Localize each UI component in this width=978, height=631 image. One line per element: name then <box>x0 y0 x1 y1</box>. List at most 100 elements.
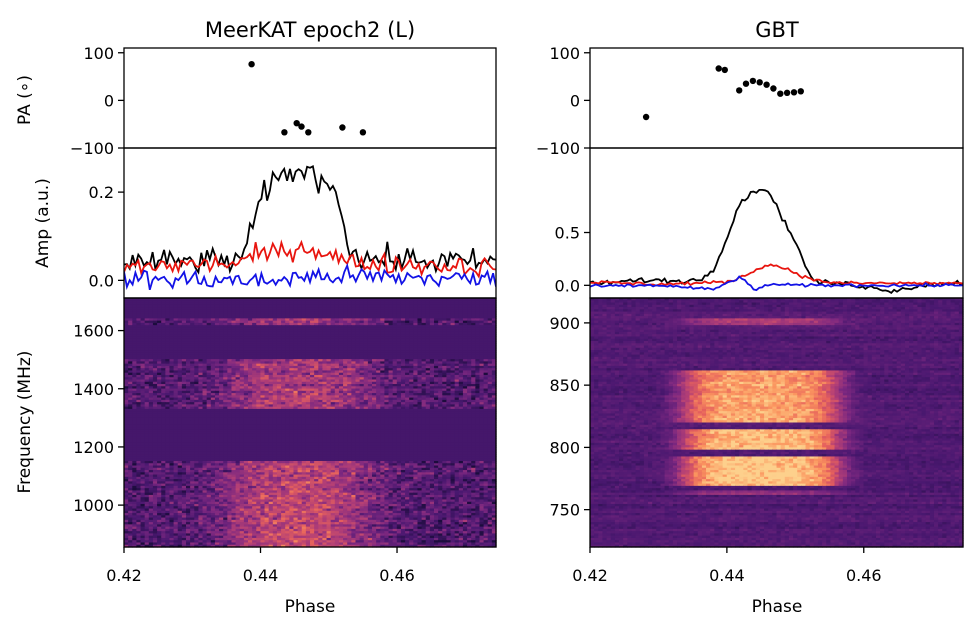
heatmap-cell <box>252 316 257 319</box>
heatmap-cell <box>177 359 183 362</box>
heatmap-cell <box>128 334 133 338</box>
heatmap-cell <box>491 341 497 344</box>
heatmap-cell <box>281 316 286 319</box>
heatmap-cell <box>491 318 497 322</box>
heatmap-cell <box>434 354 439 358</box>
heatmap-cell <box>136 354 142 358</box>
heatmap-cell <box>318 302 323 306</box>
heatmap-cell <box>181 331 187 335</box>
heatmap-cell <box>248 300 253 304</box>
heatmap-cell <box>475 318 481 322</box>
heatmap-cell <box>409 341 414 344</box>
heatmap-cell <box>338 320 344 324</box>
heatmap-cell <box>442 345 447 349</box>
heatmap-cell <box>198 343 204 347</box>
heatmap-cell <box>243 316 249 319</box>
heatmap-cell <box>400 320 406 324</box>
heatmap-cell <box>392 311 398 315</box>
heatmap-cell <box>256 309 261 313</box>
heatmap-cell <box>434 325 439 329</box>
heatmap-cell <box>359 331 365 335</box>
heatmap-cell <box>152 359 158 362</box>
heatmap-cell <box>343 350 348 353</box>
heatmap-cell <box>231 302 237 306</box>
heatmap-cell <box>462 320 468 324</box>
heatmap-cell <box>202 341 208 344</box>
heatmap-cell <box>434 356 439 360</box>
heatmap-cell <box>434 307 439 310</box>
heatmap-cell <box>409 354 414 358</box>
heatmap-cell <box>396 304 402 308</box>
heatmap-cell <box>438 325 443 329</box>
heatmap-cell <box>281 359 286 362</box>
heatmap-cell <box>396 350 402 353</box>
heatmap-cell <box>450 316 456 319</box>
heatmap-cell <box>144 341 150 344</box>
heatmap-cell <box>219 350 224 353</box>
heatmap-cell <box>425 329 431 333</box>
heatmap-cell <box>310 298 315 301</box>
heatmap-cell <box>487 338 493 342</box>
heatmap-cell <box>281 345 286 349</box>
heatmap-cell <box>446 313 452 317</box>
heatmap-cell <box>355 338 361 342</box>
heatmap-cell <box>157 352 162 356</box>
heatmap-cell <box>219 352 224 356</box>
heatmap-cell <box>471 327 476 331</box>
heatmap-cell <box>413 298 419 301</box>
heatmap-cell <box>454 347 460 351</box>
heatmap-cell <box>289 354 295 358</box>
heatmap-cell <box>310 302 315 306</box>
heatmap-cell <box>190 347 195 351</box>
heatmap-cell <box>363 307 369 310</box>
heatmap-cell <box>462 347 468 351</box>
heatmap-cell <box>243 302 249 306</box>
heatmap-cell <box>256 331 261 335</box>
heatmap-cell <box>491 329 497 333</box>
heatmap-cell <box>260 304 266 308</box>
heatmap-cell <box>152 320 158 324</box>
heatmap-cell <box>400 322 406 326</box>
heatmap-cell <box>214 354 220 358</box>
heatmap-cell <box>152 334 158 338</box>
heatmap-cell <box>400 307 406 310</box>
heatmap-cell <box>409 322 414 326</box>
heatmap-cell <box>148 327 154 331</box>
heatmap-cell <box>392 300 398 304</box>
heatmap-cell <box>417 354 423 358</box>
heatmap-cell <box>442 325 447 329</box>
heatmap-cell <box>293 316 299 319</box>
heatmap-cell <box>388 300 394 304</box>
heatmap-cell <box>475 311 481 315</box>
heatmap-cell <box>243 343 249 347</box>
heatmap-cell <box>239 300 245 304</box>
heatmap-cell <box>219 331 224 335</box>
heatmap-cell <box>128 307 133 310</box>
heatmap-cell <box>458 359 464 362</box>
heatmap-cell <box>450 325 456 329</box>
heatmap-cell <box>347 343 352 347</box>
heatmap-cell <box>285 354 290 358</box>
heatmap-cell <box>272 304 278 308</box>
heatmap-cell <box>231 327 237 331</box>
heatmap-cell <box>190 361 195 365</box>
heatmap-cell <box>425 334 431 338</box>
heatmap-cell <box>322 334 328 338</box>
heatmap-cell <box>260 313 266 317</box>
heatmap-cell <box>281 304 286 308</box>
heatmap-cell <box>384 302 390 306</box>
heatmap-cell <box>297 347 303 351</box>
heatmap-cell <box>467 298 472 301</box>
heatmap-cell <box>338 313 344 317</box>
heatmap-cell <box>413 325 419 329</box>
heatmap-cell <box>136 336 142 340</box>
heatmap-cell <box>148 336 154 340</box>
heatmap-cell <box>338 336 344 340</box>
heatmap-cell <box>268 300 274 304</box>
heatmap-cell <box>239 320 245 324</box>
heatmap-cell <box>297 336 303 340</box>
heatmap-cell <box>239 336 245 340</box>
heatmap-cell <box>281 331 286 335</box>
heatmap-cell <box>330 334 336 338</box>
heatmap-cell <box>318 331 323 335</box>
